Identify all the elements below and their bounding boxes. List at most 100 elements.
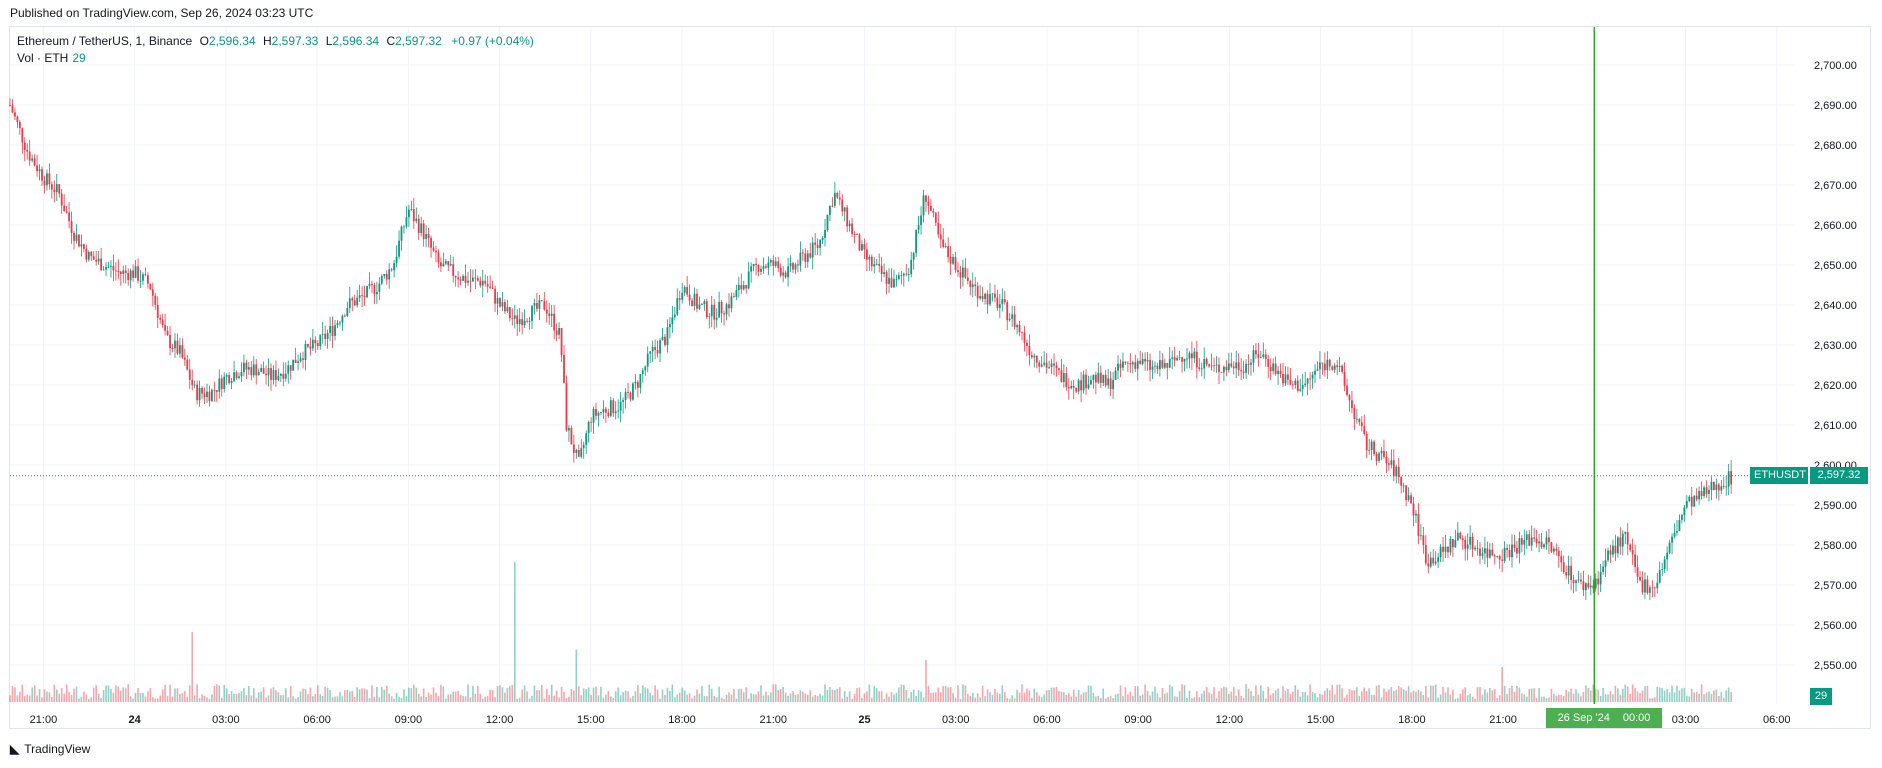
candle-body bbox=[1690, 496, 1693, 507]
candle-body bbox=[641, 370, 644, 375]
volume-bar bbox=[1282, 686, 1284, 702]
candle-body bbox=[117, 271, 120, 272]
volume-bar bbox=[499, 685, 501, 702]
volume-bar bbox=[277, 692, 280, 702]
volume-bar bbox=[1127, 694, 1129, 702]
volume-bar bbox=[1267, 686, 1270, 702]
volume-bar bbox=[1575, 689, 1577, 702]
volume-bar bbox=[260, 691, 262, 702]
candle-body bbox=[777, 261, 780, 268]
volume-bar bbox=[304, 689, 307, 702]
volume-bar bbox=[1683, 687, 1686, 702]
candle-body bbox=[947, 246, 950, 258]
candle-body bbox=[1550, 542, 1553, 552]
volume-bar bbox=[1678, 690, 1681, 702]
volume-bar bbox=[110, 688, 112, 702]
candle-body bbox=[378, 283, 381, 292]
volume-bar bbox=[344, 690, 346, 702]
volume-bar bbox=[107, 685, 110, 702]
candle-body bbox=[595, 409, 597, 416]
candle-body bbox=[1680, 514, 1683, 520]
candle-body bbox=[171, 348, 174, 349]
candle-body bbox=[1402, 485, 1405, 487]
candle-body bbox=[1545, 537, 1548, 545]
candle-body bbox=[1107, 378, 1110, 386]
candle-body bbox=[388, 269, 391, 280]
volume-bar bbox=[1306, 695, 1309, 702]
candle-body bbox=[673, 314, 676, 318]
volume-bar bbox=[1008, 698, 1011, 702]
candle-body bbox=[765, 266, 767, 268]
candle-body bbox=[1621, 533, 1624, 547]
volume-bar bbox=[1405, 690, 1407, 702]
candle-body bbox=[1163, 363, 1166, 368]
candle-body bbox=[646, 353, 649, 367]
symbol-title[interactable]: Ethereum / TetherUS, 1, Binance bbox=[17, 34, 193, 48]
volume-bar bbox=[592, 687, 595, 702]
volume-bar bbox=[1395, 689, 1398, 702]
volume-bar bbox=[511, 685, 514, 702]
candle-body bbox=[444, 261, 447, 264]
volume-bar bbox=[1146, 690, 1149, 702]
volume-bar bbox=[602, 697, 605, 702]
volume-bar bbox=[669, 690, 671, 702]
volume-bar bbox=[1624, 684, 1627, 702]
volume-bar bbox=[1082, 692, 1085, 702]
tradingview-logo-icon[interactable]: ◣ bbox=[10, 742, 19, 756]
candle-body bbox=[139, 280, 142, 282]
candle-body bbox=[619, 401, 622, 411]
candle-body bbox=[331, 325, 334, 336]
candle-body bbox=[410, 208, 413, 210]
volume-bar bbox=[575, 649, 578, 702]
volume-bar bbox=[1299, 696, 1302, 702]
candle-body bbox=[1237, 362, 1240, 370]
volume-bar bbox=[1442, 686, 1444, 702]
volume-bar bbox=[597, 695, 600, 702]
volume-bar bbox=[1077, 689, 1080, 702]
volume-bar bbox=[459, 695, 462, 702]
volume-bar bbox=[797, 693, 799, 702]
candle-body bbox=[735, 290, 738, 297]
candle-body bbox=[1131, 362, 1134, 365]
candle-body bbox=[1631, 550, 1634, 555]
candle-body bbox=[1668, 542, 1671, 553]
candle-body bbox=[1715, 484, 1718, 490]
volume-bar bbox=[1171, 686, 1174, 702]
volume-bar bbox=[843, 690, 846, 702]
candle-body bbox=[151, 289, 154, 296]
candle-body bbox=[1043, 362, 1046, 365]
volume-bar bbox=[1095, 696, 1097, 702]
candle-body bbox=[1035, 355, 1038, 363]
open-label: O bbox=[199, 34, 209, 48]
volume-bar bbox=[398, 696, 400, 702]
candle-body bbox=[907, 274, 910, 276]
volume-bar bbox=[1208, 692, 1210, 702]
candle-body bbox=[1075, 387, 1078, 392]
footer-brand[interactable]: TradingView bbox=[24, 742, 91, 756]
candle-body bbox=[1242, 371, 1245, 373]
volume-bar bbox=[331, 697, 334, 702]
volume-bar bbox=[917, 690, 920, 702]
candle-body bbox=[1030, 355, 1033, 358]
candle-body bbox=[634, 382, 637, 384]
candle-body bbox=[718, 301, 721, 318]
candle-body bbox=[752, 263, 755, 267]
candle-body bbox=[1419, 535, 1422, 537]
candle-body bbox=[1481, 553, 1484, 556]
volume-bar bbox=[996, 692, 999, 702]
candle-body bbox=[994, 293, 996, 298]
candle-body bbox=[1188, 353, 1191, 359]
candle-body bbox=[127, 272, 130, 281]
candle-body bbox=[119, 271, 122, 274]
volume-bar bbox=[605, 694, 607, 702]
volume-bar bbox=[1550, 688, 1553, 702]
candle-body bbox=[277, 375, 280, 380]
candle-body bbox=[666, 327, 669, 346]
volume-bar bbox=[964, 685, 967, 702]
candle-body bbox=[1452, 538, 1454, 548]
volume-bar bbox=[1688, 696, 1691, 702]
volume-bar bbox=[1484, 689, 1486, 702]
volume-bar bbox=[1122, 696, 1124, 702]
volume-bar bbox=[139, 693, 142, 702]
